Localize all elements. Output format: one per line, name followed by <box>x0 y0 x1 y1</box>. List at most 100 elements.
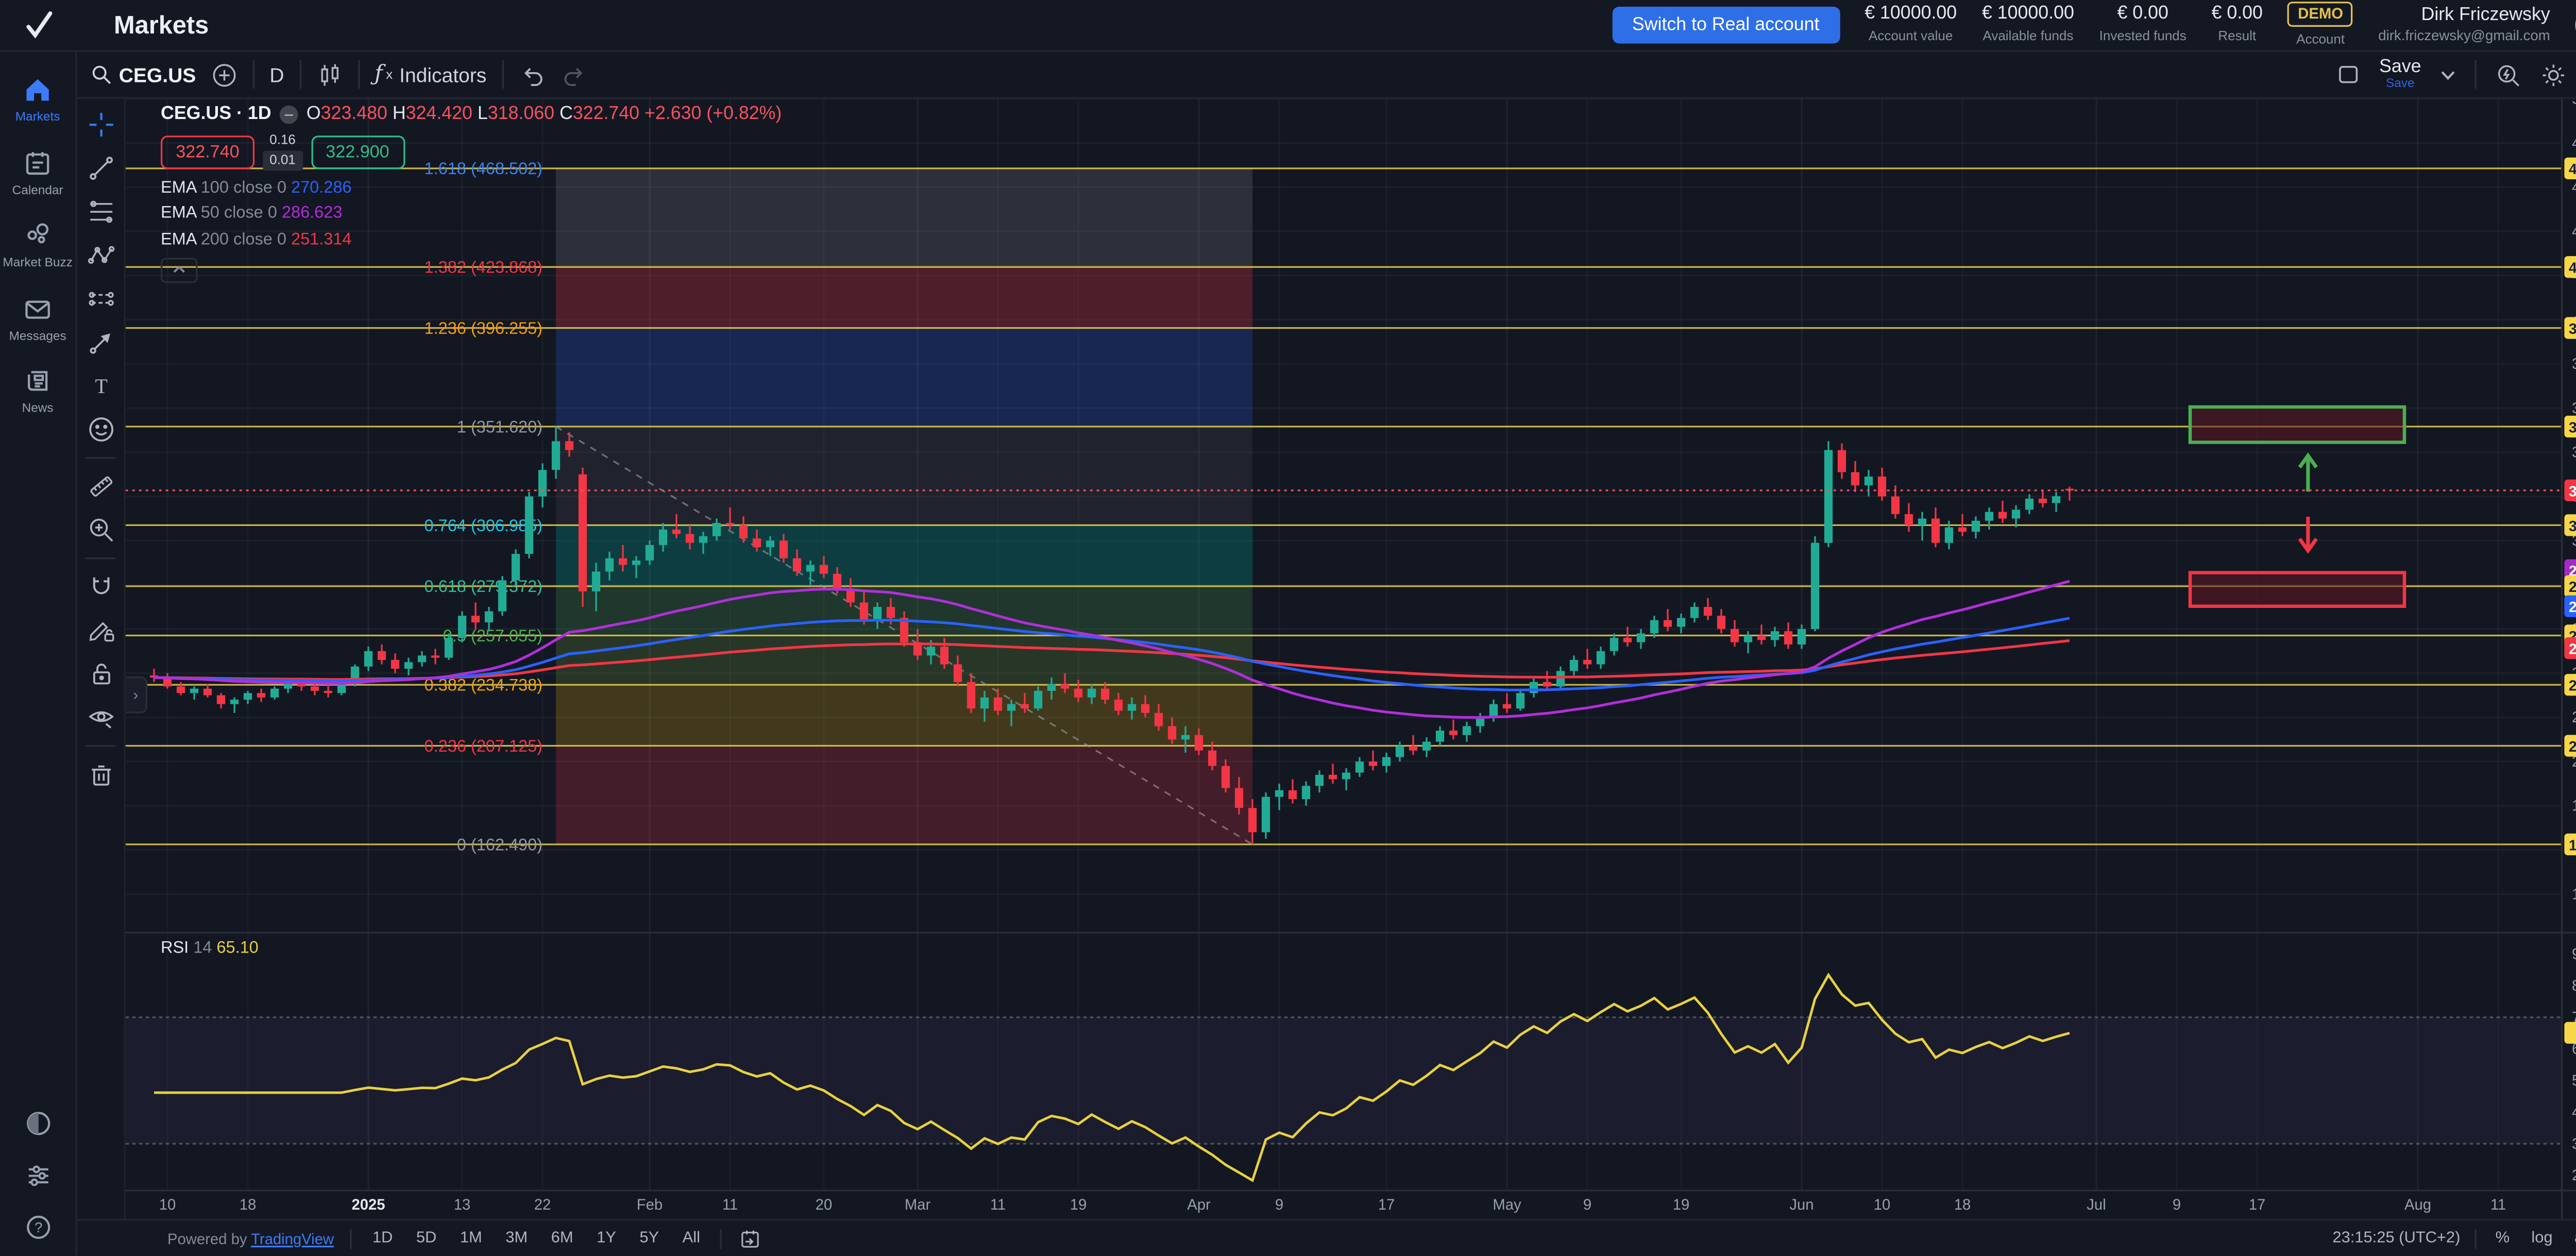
account-summary: Switch to Real account € 10000.00 Accoun… <box>1612 2 2576 48</box>
fib-label: 0.618 (279.372) <box>425 578 543 597</box>
gear-icon[interactable] <box>2540 61 2567 88</box>
stat-label: Invested funds <box>2099 27 2187 45</box>
drawing-pen-lock-icon[interactable] <box>86 617 114 645</box>
fib-label: 0.5 (257.055) <box>443 627 543 646</box>
time-label: Jul <box>2087 1197 2106 1214</box>
sliders-icon[interactable] <box>23 1160 53 1191</box>
svg-text:360.000: 360.000 <box>2572 401 2576 417</box>
layout-icon[interactable] <box>2335 62 2361 88</box>
collapse-indicators-button[interactable] <box>161 258 198 283</box>
arrow-marker-icon[interactable] <box>86 329 114 357</box>
magnet-icon[interactable] <box>86 573 114 602</box>
svg-text:50.00: 50.00 <box>2572 1073 2576 1090</box>
sidebar-item-markets[interactable]: Markets <box>0 74 75 125</box>
go-to-date-icon[interactable] <box>739 1227 762 1250</box>
save-button[interactable]: Save Save <box>2379 58 2421 92</box>
range-5d[interactable]: 5D <box>413 1226 440 1251</box>
sidebar-item-calendar[interactable]: Calendar <box>0 146 75 197</box>
buy-button[interactable]: 322.900 <box>311 135 404 169</box>
collapse-legend-icon[interactable]: – <box>280 105 298 124</box>
powered-by: Powered by TradingView <box>167 1230 334 1247</box>
ruler-icon[interactable] <box>86 473 114 501</box>
undo-icon[interactable] <box>518 61 545 88</box>
scale-auto-toggle[interactable]: auto <box>2571 1226 2576 1251</box>
range-6m[interactable]: 6M <box>548 1226 577 1251</box>
sell-button[interactable]: 322.740 <box>161 135 255 169</box>
range-1y[interactable]: 1Y <box>594 1226 620 1251</box>
range-5y[interactable]: 5Y <box>636 1226 663 1251</box>
chevron-down-icon[interactable] <box>2439 66 2456 83</box>
redo-icon[interactable] <box>560 61 587 88</box>
projection-icon[interactable] <box>86 285 114 314</box>
sidebar-item-news[interactable]: News <box>0 365 75 416</box>
text-tool-icon[interactable]: T <box>86 372 114 401</box>
fx-x: x <box>386 67 393 82</box>
sidebar-item-market-buzz[interactable]: Market Buzz <box>0 219 75 270</box>
trend-line-icon[interactable] <box>86 155 114 183</box>
contrast-icon[interactable] <box>23 1109 53 1139</box>
range-1d[interactable]: 1D <box>369 1226 396 1251</box>
range-3m[interactable]: 3M <box>502 1226 531 1251</box>
price-badge: 234.738 <box>2564 674 2576 696</box>
symbol-name: CEG.US <box>119 63 196 87</box>
range-all[interactable]: All <box>679 1226 703 1251</box>
switch-to-real-button[interactable]: Switch to Real account <box>1612 7 1840 44</box>
svg-text:T: T <box>94 375 107 398</box>
svg-text:306.985: 306.985 <box>2569 519 2576 535</box>
svg-text:90.00: 90.00 <box>2572 947 2576 963</box>
svg-text:480.000: 480.000 <box>2572 136 2576 152</box>
help-icon[interactable]: ? <box>23 1212 53 1243</box>
time-label: Mar <box>905 1197 931 1214</box>
xabcd-pattern-icon[interactable] <box>86 242 114 270</box>
svg-text:351.620: 351.620 <box>2569 420 2576 437</box>
trash-icon[interactable] <box>86 761 114 789</box>
price-badge: 423.868 <box>2564 257 2576 278</box>
sidebar-item-messages[interactable]: Messages <box>0 292 75 343</box>
flash-search-icon[interactable] <box>2495 61 2522 88</box>
indicators-label: Indicators <box>399 63 486 87</box>
symbol-search-button[interactable]: CEG.US <box>91 63 196 87</box>
svg-text:40.00: 40.00 <box>2572 1105 2576 1122</box>
crosshair-icon[interactable] <box>86 111 114 140</box>
clock[interactable]: 23:15:25 (UTC+2) <box>2332 1229 2460 1248</box>
plus-circle-icon[interactable] <box>211 61 238 88</box>
price-axis: 140.000160.000180.000200.000220.000240.0… <box>2562 99 2576 1219</box>
interval-button[interactable]: D <box>269 63 284 87</box>
account-type[interactable]: DEMO Account <box>2288 2 2353 48</box>
time-label: 11 <box>722 1197 738 1214</box>
scale-percent-toggle[interactable]: % <box>2492 1226 2513 1251</box>
chevron-up-icon <box>173 265 186 276</box>
upper-target-box <box>2190 408 2404 443</box>
fx-icon: ƒ <box>375 62 383 88</box>
fib-retracement-icon[interactable] <box>86 198 114 227</box>
expand-watchlist-handle[interactable]: › <box>126 677 147 714</box>
range-1m[interactable]: 1M <box>456 1226 485 1251</box>
stat-label: Result <box>2218 27 2256 45</box>
stat-available-funds: € 10000.00 Available funds <box>1982 5 2074 45</box>
emoji-icon[interactable] <box>86 416 114 444</box>
price-chart-svg[interactable]: 1.618 (468.502)1.382 (423.868)1.236 (396… <box>126 99 2576 1219</box>
scale-log-toggle[interactable]: log <box>2528 1226 2556 1251</box>
svg-text:180.000: 180.000 <box>2572 799 2576 815</box>
svg-text:270.286: 270.286 <box>2569 600 2576 617</box>
time-label: May <box>1493 1197 1521 1214</box>
candles-icon[interactable] <box>316 61 343 88</box>
shapes-layer <box>126 408 2562 607</box>
user-name: Dirk Friczewsky <box>2421 5 2550 25</box>
envelope-icon <box>22 292 54 324</box>
rsi-pane <box>126 933 2576 1181</box>
svg-text:30.00: 30.00 <box>2572 1136 2576 1153</box>
time-label: Feb <box>637 1197 663 1214</box>
tradingview-link[interactable]: TradingView <box>251 1230 334 1247</box>
time-label: 19 <box>1070 1197 1087 1214</box>
price-badge: 251.314 <box>2564 638 2576 659</box>
svg-text:?: ? <box>33 1219 41 1235</box>
price-badge: 162.490 <box>2564 834 2576 856</box>
hide-all-icon[interactable] <box>86 704 114 732</box>
app-logo[interactable] <box>0 8 75 42</box>
lock-all-icon[interactable] <box>86 660 114 689</box>
newspaper-icon <box>22 365 54 397</box>
zoom-in-icon[interactable] <box>86 516 114 545</box>
